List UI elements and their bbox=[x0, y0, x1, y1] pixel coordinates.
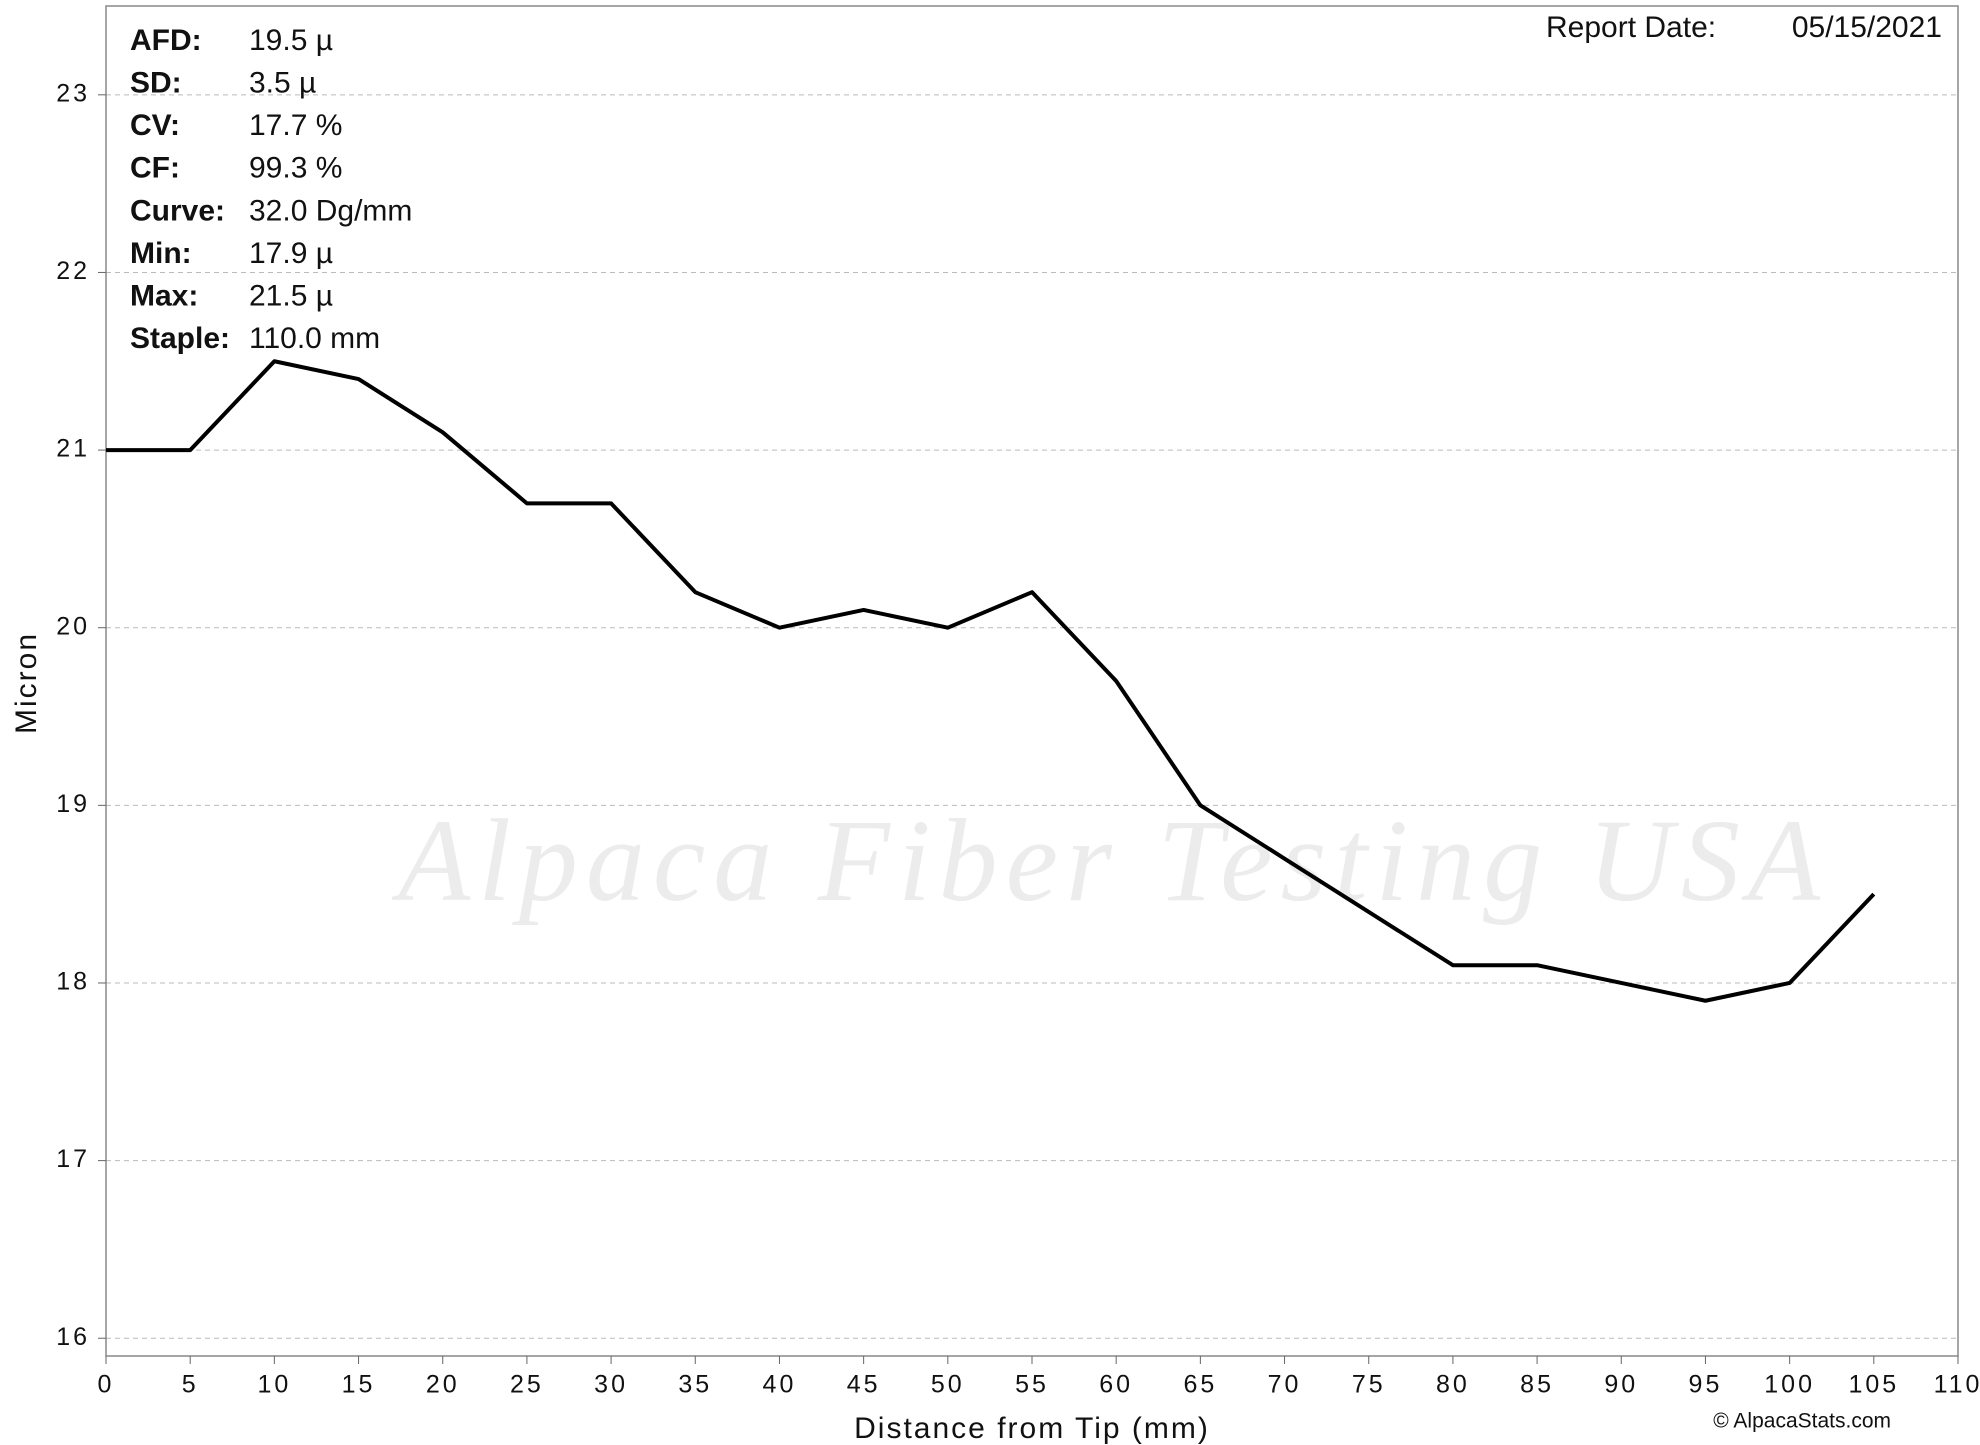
x-tick-label: 55 bbox=[1015, 1371, 1049, 1399]
report-date: 05/15/2021 bbox=[1792, 11, 1942, 44]
y-tick-label: 18 bbox=[56, 968, 90, 996]
x-tick-label: 105 bbox=[1848, 1371, 1899, 1399]
stat-label: CV: bbox=[130, 109, 180, 142]
x-tick-label: 110 bbox=[1934, 1371, 1980, 1399]
x-tick-label: 65 bbox=[1183, 1371, 1217, 1399]
x-tick-label: 90 bbox=[1604, 1371, 1638, 1399]
stat-label: Curve: bbox=[130, 194, 225, 227]
x-tick-label: 95 bbox=[1689, 1371, 1723, 1399]
x-tick-label: 85 bbox=[1520, 1371, 1554, 1399]
stat-value: 110.0 mm bbox=[249, 322, 380, 355]
y-tick-label: 17 bbox=[56, 1145, 90, 1173]
stat-label: Min: bbox=[130, 237, 192, 270]
x-tick-label: 75 bbox=[1352, 1371, 1386, 1399]
data-line bbox=[106, 359, 1876, 1003]
copyright: © AlpacaStats.com bbox=[1713, 1410, 1891, 1433]
x-axis-label: Distance from Tip (mm) bbox=[854, 1412, 1210, 1445]
stat-value: 17.7 % bbox=[249, 109, 342, 142]
y-tick-label: 19 bbox=[56, 790, 90, 818]
watermark: Alpaca Fiber Testing USA bbox=[391, 795, 1828, 926]
stat-label: SD: bbox=[130, 67, 182, 100]
x-tick-label: 5 bbox=[182, 1371, 199, 1399]
stat-value: 19.5 µ bbox=[249, 24, 333, 57]
y-tick-label: 22 bbox=[56, 257, 90, 285]
x-tick-label: 20 bbox=[426, 1371, 460, 1399]
y-tick-label: 16 bbox=[56, 1323, 90, 1351]
x-tick-label: 70 bbox=[1268, 1371, 1302, 1399]
x-tick-label: 45 bbox=[847, 1371, 881, 1399]
stat-label: CF: bbox=[130, 152, 180, 185]
x-tick-label: 30 bbox=[594, 1371, 628, 1399]
stat-value: 32.0 Dg/mm bbox=[249, 194, 412, 227]
stat-value: 99.3 % bbox=[249, 152, 342, 185]
stat-value: 21.5 µ bbox=[249, 280, 333, 313]
x-tick-label: 100 bbox=[1764, 1371, 1815, 1399]
y-tick-label: 23 bbox=[56, 79, 90, 107]
x-tick-label: 35 bbox=[678, 1371, 712, 1399]
stat-label: Staple: bbox=[130, 322, 230, 355]
x-tick-label: 0 bbox=[98, 1371, 115, 1399]
x-tick-label: 10 bbox=[257, 1371, 291, 1399]
x-tick-label: 60 bbox=[1099, 1371, 1133, 1399]
y-tick-label: 21 bbox=[56, 435, 90, 463]
x-tick-label: 80 bbox=[1436, 1371, 1470, 1399]
y-axis-label: Micron bbox=[10, 632, 43, 734]
x-tick-label: 50 bbox=[931, 1371, 965, 1399]
stat-label: AFD: bbox=[130, 24, 202, 57]
x-tick-label: 25 bbox=[510, 1371, 544, 1399]
y-tick-label: 20 bbox=[56, 612, 90, 640]
report-date-label: Report Date: bbox=[1546, 11, 1716, 44]
stat-value: 3.5 µ bbox=[249, 67, 316, 100]
stat-value: 17.9 µ bbox=[249, 237, 333, 270]
stat-label: Max: bbox=[130, 280, 198, 313]
x-tick-label: 15 bbox=[342, 1371, 376, 1399]
x-tick-label: 40 bbox=[763, 1371, 797, 1399]
